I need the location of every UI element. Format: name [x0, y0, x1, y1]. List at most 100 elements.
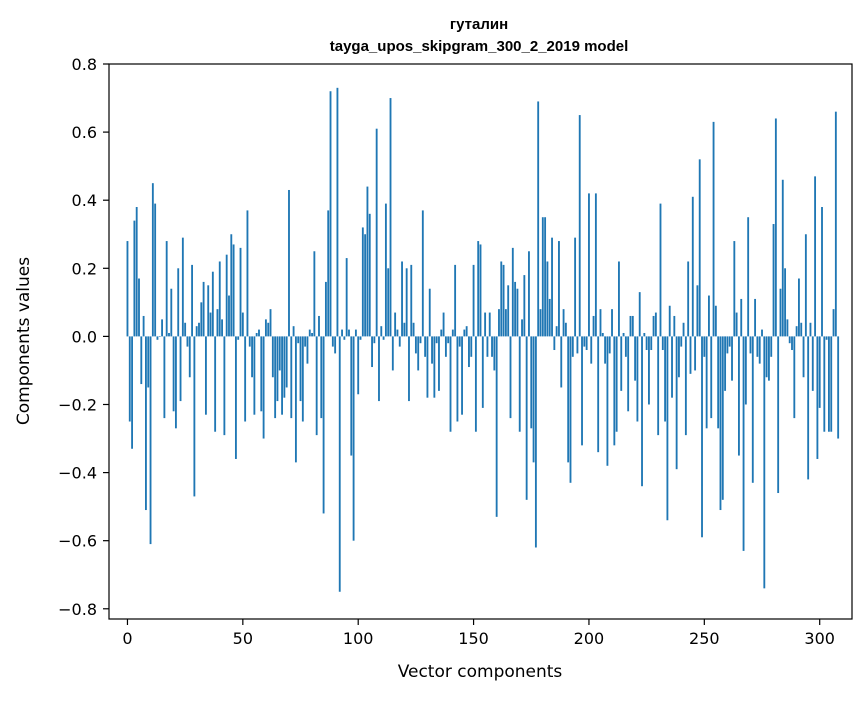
bar-component-138	[444, 336, 447, 357]
y-tick-label: 0.8	[72, 55, 97, 74]
bar-component-210	[611, 309, 613, 337]
bar-component-133	[433, 336, 436, 398]
bar-component-176	[532, 336, 535, 463]
bar-component-118	[398, 336, 401, 347]
y-tick-label: −0.2	[58, 395, 97, 414]
bar-component-13	[156, 336, 159, 340]
bar-component-244	[689, 336, 692, 374]
bar-component-52	[246, 210, 249, 337]
bar-component-212	[615, 336, 618, 432]
bar-component-61	[267, 322, 270, 337]
bar-component-159	[493, 336, 496, 371]
bar-component-54	[251, 336, 253, 378]
bar-component-141	[451, 329, 454, 337]
bar-component-127	[419, 336, 422, 344]
bar-component-175	[530, 336, 533, 429]
bar-component-95	[345, 258, 348, 337]
bar-component-157	[488, 312, 491, 337]
bar-component-303	[825, 336, 828, 340]
bar-component-168	[514, 281, 517, 337]
bar-component-98	[352, 336, 355, 541]
bar-component-6	[140, 336, 143, 385]
bar-component-199	[585, 336, 588, 351]
bar-component-257	[719, 336, 722, 511]
bar-component-24	[181, 237, 184, 337]
bar-component-92	[338, 336, 341, 592]
y-tick-label: 0.4	[72, 191, 97, 210]
bar-component-116	[394, 312, 397, 337]
bar-component-289	[793, 336, 796, 419]
bar-component-110	[380, 326, 383, 337]
bar-component-268	[744, 336, 747, 405]
bar-component-261	[728, 336, 731, 347]
bar-component-272	[754, 298, 757, 337]
bar-component-145	[461, 336, 463, 415]
bar-component-306	[832, 309, 835, 337]
bar-component-85	[322, 336, 325, 514]
y-tick-label: −0.4	[58, 464, 97, 483]
bar-component-222	[638, 292, 641, 337]
bar-component-58	[260, 336, 263, 412]
bar-component-39	[216, 309, 219, 337]
bar-component-246	[694, 336, 697, 371]
bar-component-256	[717, 336, 720, 429]
bar-component-56	[255, 332, 258, 337]
bar-component-94	[343, 336, 346, 340]
bar-component-79	[308, 329, 311, 337]
bar-component-307	[834, 111, 837, 337]
bar-component-151	[474, 336, 477, 432]
bar-component-273	[756, 336, 759, 357]
bar-component-189	[562, 309, 565, 337]
bar-component-103	[364, 234, 367, 337]
bar-component-4	[135, 207, 138, 337]
bar-component-205	[599, 309, 602, 337]
bar-component-144	[458, 336, 461, 347]
bar-component-63	[271, 336, 274, 378]
bar-component-169	[516, 288, 519, 337]
bar-component-304	[828, 336, 830, 432]
bar-component-111	[382, 336, 385, 340]
bar-component-146	[463, 329, 466, 337]
bar-component-298	[814, 176, 817, 337]
bar-component-172	[523, 275, 526, 337]
bar-component-44	[228, 295, 230, 337]
bar-component-33	[202, 281, 205, 337]
bar-component-224	[643, 332, 646, 337]
bar-component-164	[504, 309, 507, 337]
bar-component-269	[747, 217, 750, 337]
bar-component-161	[498, 309, 500, 337]
bar-component-229	[654, 312, 657, 337]
bar-component-192	[569, 336, 572, 483]
bar-component-47	[234, 336, 237, 459]
bar-component-23	[179, 336, 182, 402]
bar-component-299	[816, 336, 819, 459]
bar-component-143	[456, 336, 459, 422]
bar-component-225	[645, 336, 648, 351]
bar-component-163	[502, 264, 505, 337]
bar-component-115	[391, 336, 394, 371]
bar-component-34	[204, 336, 207, 415]
bar-component-293	[802, 336, 805, 378]
bar-component-204	[597, 336, 600, 453]
bar-component-130	[426, 336, 429, 398]
bar-component-265	[738, 336, 740, 456]
bar-component-184	[551, 237, 553, 337]
x-axis-ticks: 0 50 100 150 200 250 300	[122, 619, 835, 648]
bar-component-137	[442, 312, 445, 337]
bar-component-174	[528, 251, 530, 337]
bar-component-248	[698, 159, 701, 337]
bar-component-126	[417, 336, 420, 371]
bar-component-109	[378, 336, 380, 402]
bar-component-271	[751, 336, 754, 483]
bar-component-254	[712, 121, 715, 337]
bar-component-76	[301, 336, 304, 422]
bar-component-198	[583, 336, 586, 347]
bar-component-9	[147, 336, 150, 388]
bar-component-68	[283, 336, 286, 398]
bar-component-152	[477, 241, 480, 337]
bar-component-295	[807, 336, 810, 480]
bar-component-237	[673, 315, 676, 337]
bar-component-28	[191, 264, 193, 337]
bar-component-142	[454, 264, 457, 337]
